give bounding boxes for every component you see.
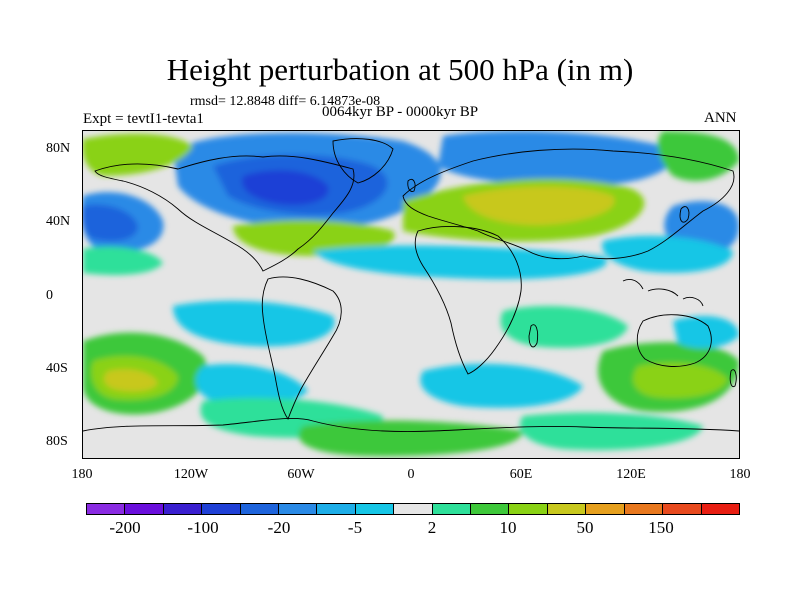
field-region [673, 316, 739, 349]
coastline-antarctica [83, 418, 739, 432]
field-blobs [83, 131, 739, 457]
lat-tick-label: 0 [46, 288, 53, 303]
colorbar [86, 503, 740, 515]
coastline-madagascar [528, 324, 539, 348]
field-region [103, 369, 158, 392]
colorbar-swatch [125, 504, 164, 514]
coastline-australia [636, 314, 712, 367]
field-region [83, 133, 193, 176]
colorbar-swatch [163, 504, 203, 514]
lon-tick-label: 120W [173, 467, 209, 482]
colorbar-swatch [701, 504, 739, 514]
lon-tick-label: 180 [729, 467, 751, 482]
colorbar-label: 150 [648, 518, 674, 537]
field-region [519, 412, 703, 451]
colorbar-swatch [394, 504, 433, 514]
colorbar-swatch [663, 504, 702, 514]
colorbar-swatch [432, 504, 472, 514]
colorbar-label: -20 [267, 518, 291, 537]
colorbar-swatch [279, 504, 318, 514]
colorbar-swatch [87, 504, 126, 514]
coastline-greenland [332, 138, 394, 184]
stats-label: rmsd= 12.8848 diff= 6.14873e-08 [190, 94, 381, 109]
coastlines [83, 138, 739, 432]
lat-tick-label: 40S [46, 361, 68, 376]
colorbar-label: -100 [187, 518, 219, 537]
colorbar-label: 2 [427, 518, 437, 537]
coastline-british-isles [407, 178, 416, 192]
colorbar-swatch [509, 504, 548, 514]
coastline-maritime-continent [622, 278, 704, 307]
field-region [195, 363, 308, 406]
experiment-label: Expt = tevtI1-tevta1 [83, 111, 204, 127]
colorbar-swatch [471, 504, 510, 514]
lat-tick-label: 40N [46, 214, 71, 229]
coastline-north-america [94, 155, 355, 272]
lat-tick-label: 80N [46, 141, 71, 156]
height-field-map [83, 131, 739, 458]
coastline-eurasia [402, 148, 735, 260]
colorbar-swatch [586, 504, 625, 514]
period-label: 0064kyr BP - 0000kyr BP [322, 104, 479, 120]
field-region [602, 235, 733, 273]
plot-title: Height perturbation at 500 hPa (in m) [166, 52, 634, 87]
field-region [420, 363, 583, 408]
field-region [83, 246, 163, 276]
colorbar-swatch [202, 504, 241, 514]
map-plot [82, 130, 740, 459]
lon-tick-label: 60W [287, 467, 315, 482]
colorbar-swatch [624, 504, 664, 514]
coastline-new-zealand [729, 369, 737, 388]
colorbar-swatch [355, 504, 395, 514]
lon-tick-label: 180 [71, 467, 93, 482]
lon-tick-label: 60E [509, 467, 533, 482]
lon-tick-label: 0 [407, 467, 415, 482]
field-region [463, 186, 615, 226]
colorbar-label: 50 [576, 518, 594, 537]
field-region [657, 131, 739, 181]
colorbar-label: -200 [109, 518, 141, 537]
coastline-japan [679, 206, 690, 223]
field-region [242, 170, 329, 206]
colorbar-label: 10 [499, 518, 517, 537]
field-region [500, 306, 628, 348]
lat-tick-label: 80S [46, 434, 68, 449]
field-region [438, 131, 672, 186]
season-label: ANN [704, 110, 737, 126]
field-region [173, 300, 335, 347]
coastline-south-america [261, 276, 342, 420]
field-region [633, 362, 728, 399]
colorbar-label: -5 [347, 518, 363, 537]
colorbar-swatch [547, 504, 587, 514]
colorbar-swatch [240, 504, 280, 514]
field-region [233, 219, 395, 256]
lon-tick-label: 120E [616, 467, 646, 482]
field-region [83, 204, 138, 242]
colorbar-swatch [317, 504, 356, 514]
coastline-africa [414, 225, 522, 375]
